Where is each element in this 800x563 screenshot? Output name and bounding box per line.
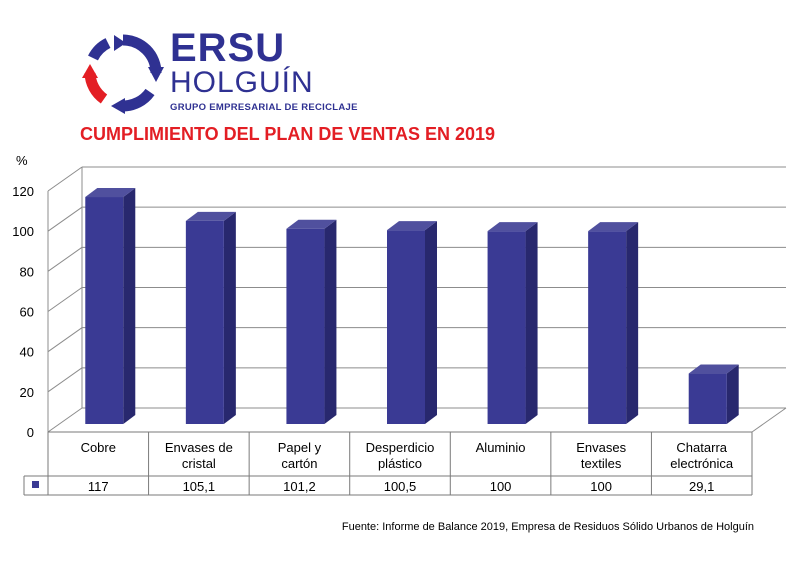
ersu-logo: ERSU HOLGUÍN GRUPO EMPRESARIAL DE RECICL… — [78, 26, 357, 118]
data-label: 105,1 — [183, 479, 216, 494]
category-label: Envases de — [165, 440, 233, 455]
category-label: cristal — [182, 456, 216, 471]
category-label: Chatarra — [676, 440, 727, 455]
y-tick-label: 0 — [27, 425, 34, 440]
bar-top — [387, 221, 437, 231]
bar — [286, 228, 325, 424]
logo-tagline: GRUPO EMPRESARIAL DE RECICLAJE — [170, 102, 358, 113]
bar-top — [588, 222, 639, 232]
data-label: 101,2 — [283, 479, 316, 494]
gridline-diagonal — [47, 206, 83, 232]
bar-top — [487, 222, 538, 232]
y-tick-label: 20 — [20, 385, 34, 400]
y-tick-label: 120 — [12, 184, 34, 199]
gridline-diagonal — [47, 327, 83, 353]
data-label: 117 — [88, 479, 109, 494]
bar — [487, 231, 526, 424]
chart-title: CUMPLIMIENTO DEL PLAN DE VENTAS EN 2019 — [80, 124, 496, 144]
y-axis-unit: % — [16, 153, 28, 168]
bar-top — [185, 211, 236, 221]
category-label: Desperdicio — [366, 440, 435, 455]
bar-side — [425, 221, 437, 424]
bar-top — [688, 364, 739, 374]
legend-swatch — [32, 481, 39, 488]
category-label: textiles — [581, 456, 622, 471]
bar-side — [324, 219, 337, 424]
category-label: Aluminio — [476, 440, 526, 455]
bar-top — [286, 219, 337, 229]
category-label: cartón — [281, 456, 317, 471]
y-tick-label: 40 — [20, 345, 34, 360]
bar-side — [525, 222, 538, 424]
y-tick-label: 80 — [20, 264, 34, 279]
gridline-diagonal — [47, 246, 83, 272]
data-label: 100 — [590, 479, 612, 494]
recycle-arrows-icon — [82, 34, 164, 114]
category-label: plástico — [378, 456, 422, 471]
data-label: 100 — [490, 479, 512, 494]
floor-edge — [751, 407, 787, 433]
data-label: 29,1 — [689, 479, 714, 494]
bar — [85, 197, 124, 424]
y-tick-label: 100 — [12, 224, 34, 239]
logo-name: ERSU — [170, 26, 286, 70]
gridline-diagonal — [47, 367, 83, 393]
category-label: Papel y — [278, 440, 322, 455]
bar-side — [626, 222, 639, 424]
category-label: Envases — [576, 440, 626, 455]
category-label: Cobre — [81, 440, 116, 455]
gridline-diagonal — [47, 407, 83, 433]
category-label: electrónica — [670, 456, 734, 471]
bar — [387, 230, 425, 424]
bar-top — [85, 188, 136, 198]
bar-side — [726, 364, 739, 424]
logo-city: HOLGUÍN — [170, 66, 314, 99]
bar — [688, 373, 727, 424]
y-tick-label: 60 — [20, 305, 34, 320]
data-label: 100,5 — [384, 479, 417, 494]
source-note: Fuente: Informe de Balance 2019, Empresa… — [341, 521, 754, 533]
bar-side — [123, 188, 136, 424]
bar-side — [223, 211, 236, 424]
bar — [185, 220, 224, 424]
gridline-diagonal — [47, 166, 83, 192]
gridline-diagonal — [47, 287, 83, 312]
bar — [588, 231, 627, 424]
